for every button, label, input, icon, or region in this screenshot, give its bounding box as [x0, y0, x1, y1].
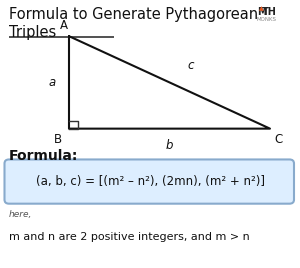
Text: B: B	[53, 133, 62, 146]
Text: C: C	[274, 133, 283, 146]
Text: b: b	[166, 139, 173, 152]
Text: c: c	[188, 59, 194, 72]
Text: m and n are 2 positive integers, and m > n: m and n are 2 positive integers, and m >…	[9, 232, 250, 242]
Text: Formula to Generate Pythagorean: Formula to Generate Pythagorean	[9, 7, 258, 22]
Text: A: A	[59, 19, 68, 32]
Text: Formula:: Formula:	[9, 149, 78, 163]
FancyBboxPatch shape	[4, 159, 294, 204]
Text: ▲: ▲	[259, 7, 264, 12]
Text: M: M	[257, 7, 266, 17]
Text: here,: here,	[9, 210, 32, 219]
Text: Triples: Triples	[9, 25, 56, 40]
Text: a: a	[49, 76, 56, 89]
Text: MONKS: MONKS	[257, 17, 277, 23]
Text: TH: TH	[262, 7, 277, 17]
Text: (a, b, c) = [(m² – n²), (2mn), (m² + n²)]: (a, b, c) = [(m² – n²), (2mn), (m² + n²)…	[35, 175, 265, 188]
